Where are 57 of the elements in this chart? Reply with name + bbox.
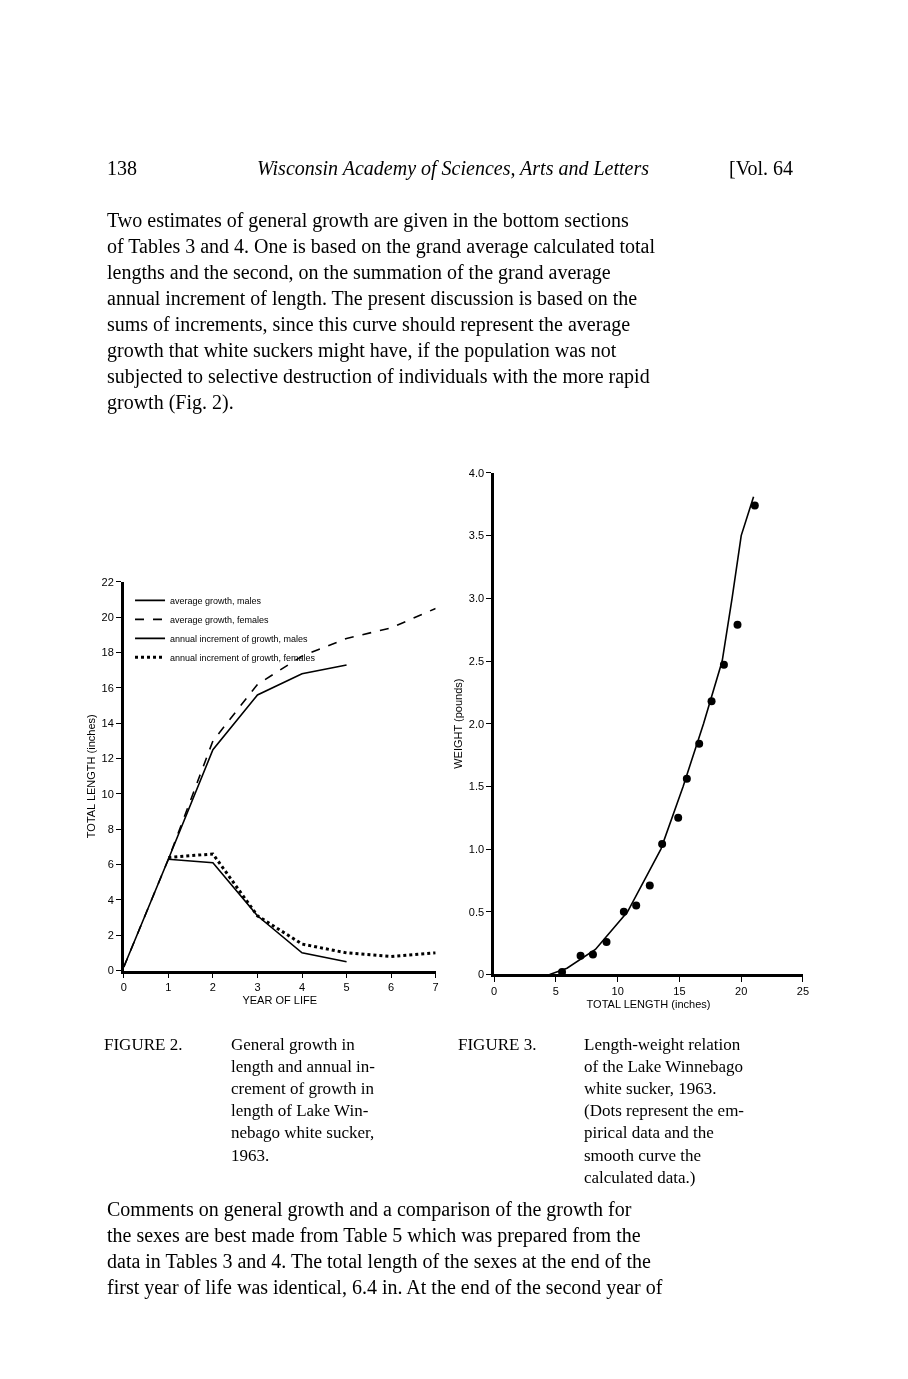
point bbox=[602, 937, 611, 946]
text: Two estimates of general growth are given in the bottom sections of Tables 3 and 4. One is based on the grand average calculated total lengths and the second, on the summation of the grand average annual increment of length. The present discussion is based on the sums of increments, since this curve should represent the average growth that white suckers might have, if the population was not subjected to selective destruction of individuals with the more rapid growth (Fig. 2). bbox=[107, 209, 656, 414]
y-tick-label: 2.5 bbox=[468, 654, 485, 667]
y-tick-label: 20 bbox=[101, 611, 114, 624]
legend-label: average growth, females bbox=[170, 614, 270, 625]
y-axis-title: WEIGHT (pounds) bbox=[452, 678, 465, 769]
text: 138 bbox=[107, 157, 137, 179]
y-tick-label: 2.0 bbox=[468, 717, 485, 730]
x-tick-label: 25 bbox=[796, 985, 810, 998]
text: Length-weight relation of the Lake Winnebago white sucker, 1963. (Dots represent the em- pirical data and the smooth curve the calculated data.) bbox=[584, 1035, 745, 1187]
x-tick-label: 1 bbox=[165, 981, 172, 994]
text: [Vol. 64 bbox=[729, 157, 794, 179]
text: Wisconsin Academy of Sciences, Arts and Letters bbox=[257, 157, 650, 180]
y-tick-label: 0 bbox=[107, 964, 114, 977]
x-tick-label: 6 bbox=[388, 981, 395, 994]
y-tick-label: 3.0 bbox=[468, 592, 485, 605]
x-tick-label: 15 bbox=[673, 985, 686, 998]
y-tick-label: 10 bbox=[101, 787, 114, 800]
x-tick-label: 3 bbox=[254, 981, 261, 994]
y-tick-label: 16 bbox=[101, 681, 114, 694]
x-tick-label: 5 bbox=[343, 981, 350, 994]
y-tick-label: 22 bbox=[101, 575, 114, 588]
y-tick-label: 18 bbox=[101, 646, 114, 659]
x-axis-title: TOTAL LENGTH (inches) bbox=[586, 997, 711, 1010]
point bbox=[632, 901, 641, 910]
point bbox=[750, 501, 759, 510]
text: Comments on general growth and a comparison of the growth for the sexes are best made from Table 5 which was prepared from the data in Tables 3 and 4. The total length of the sexes at the end of the first year of life was identical, 6.4 in. At the end of the second year of bbox=[107, 1198, 663, 1299]
legend-label: average growth, males bbox=[170, 595, 262, 606]
x-tick-label: 4 bbox=[298, 981, 306, 994]
y-tick-label: 0 bbox=[478, 968, 485, 981]
y-tick-label: 1.0 bbox=[468, 842, 485, 855]
y-axis-title: TOTAL LENGTH (inches) bbox=[85, 714, 98, 839]
x-axis-title: YEAR OF LIFE bbox=[242, 993, 318, 1006]
y-tick-label: 0.5 bbox=[468, 905, 485, 918]
text: General growth in length and annual in- crement of growth in length of Lake Win- nebago white sucker, 1963. bbox=[231, 1035, 376, 1165]
x-tick-label: 20 bbox=[735, 985, 748, 998]
y-tick-label: 1.5 bbox=[468, 780, 485, 793]
x-tick-label: 10 bbox=[611, 985, 624, 998]
legend-label: annual increment of growth, males bbox=[170, 633, 309, 644]
y-tick-label: 8 bbox=[107, 823, 114, 836]
y-tick-label: 6 bbox=[107, 858, 114, 871]
caption: FIGURE 2. bbox=[104, 1035, 183, 1054]
y-tick-label: 4.0 bbox=[468, 466, 485, 479]
caption: FIGURE 3. bbox=[458, 1035, 537, 1054]
x-tick-label: 0 bbox=[491, 985, 498, 998]
y-tick-label: 2 bbox=[107, 929, 114, 942]
x-tick-label: 2 bbox=[209, 981, 216, 994]
y-tick-label: 3.5 bbox=[468, 529, 485, 542]
y-tick-label: 12 bbox=[101, 752, 114, 765]
point bbox=[733, 620, 742, 629]
x-tick-label: 0 bbox=[120, 981, 127, 994]
point bbox=[645, 881, 654, 890]
point bbox=[674, 813, 683, 822]
x-tick-label: 7 bbox=[432, 981, 439, 994]
x-tick-label: 5 bbox=[552, 985, 559, 998]
y-tick-label: 4 bbox=[107, 893, 114, 906]
y-tick-label: 14 bbox=[101, 717, 114, 730]
